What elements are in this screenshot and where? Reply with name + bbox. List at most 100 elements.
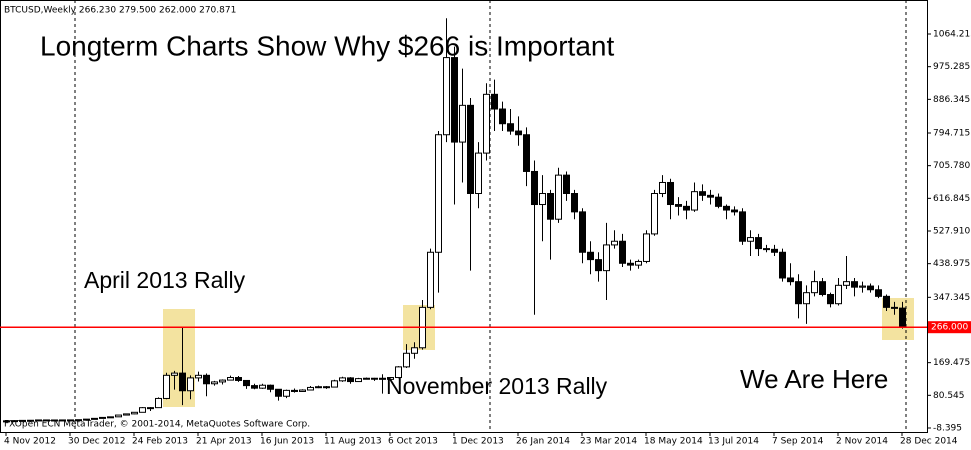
candle-body bbox=[651, 193, 658, 235]
candle-body bbox=[771, 248, 778, 253]
candle-body bbox=[171, 372, 178, 376]
candle-body bbox=[579, 211, 586, 253]
y-tick-label: 438.975 bbox=[933, 259, 970, 269]
candle-body bbox=[779, 251, 786, 279]
candle-body bbox=[267, 384, 274, 390]
candle-body bbox=[275, 388, 282, 397]
candle-body bbox=[99, 416, 106, 419]
candle-body bbox=[43, 419, 50, 422]
x-tick-label: 30 Dec 2012 bbox=[68, 437, 126, 447]
candle-body bbox=[547, 193, 554, 220]
x-tick-label: 24 Feb 2013 bbox=[132, 437, 188, 447]
candle-body bbox=[891, 306, 898, 309]
candle-body bbox=[531, 170, 538, 206]
candle-body bbox=[51, 419, 58, 422]
chart-title: Longterm Charts Show Why $266 is Importa… bbox=[40, 30, 614, 61]
y-tick-label: 347.345 bbox=[933, 293, 970, 303]
candle-body bbox=[27, 419, 34, 422]
candle-body bbox=[411, 347, 418, 354]
candle-body bbox=[283, 389, 290, 397]
candle-body bbox=[571, 193, 578, 213]
candle-body bbox=[707, 194, 714, 198]
candle-body bbox=[803, 292, 810, 305]
x-tick-label: 11 Aug 2013 bbox=[324, 437, 382, 447]
candle-body bbox=[883, 295, 890, 308]
candle-body bbox=[811, 281, 818, 294]
candle-body bbox=[123, 413, 130, 416]
candle-body bbox=[627, 262, 634, 266]
candle-body bbox=[291, 389, 298, 392]
candle-body bbox=[755, 237, 762, 250]
candle-body bbox=[331, 380, 338, 388]
candle-body bbox=[667, 181, 674, 206]
candle-body bbox=[227, 377, 234, 381]
x-tick-label: 2 Nov 2014 bbox=[836, 437, 888, 447]
candle-body bbox=[435, 134, 442, 253]
candle-body bbox=[107, 416, 114, 419]
candle-body bbox=[467, 104, 474, 195]
plot-frame bbox=[0, 0, 928, 433]
candle-body bbox=[451, 57, 458, 143]
x-tick-label: 1 Dec 2013 bbox=[452, 437, 504, 447]
footer: FXOpen ECN MetaTrader, © 2001-2014, Meta… bbox=[4, 420, 310, 430]
candle-body bbox=[603, 244, 610, 272]
candle-body bbox=[443, 57, 450, 136]
y-tick-label: 616.845 bbox=[933, 194, 970, 204]
x-tick-label: 18 May 2014 bbox=[644, 437, 703, 447]
candle-body bbox=[347, 377, 354, 383]
x-tick-label: 6 Oct 2013 bbox=[388, 437, 438, 447]
candle-body bbox=[203, 374, 210, 385]
x-tick-label: 23 Mar 2014 bbox=[580, 437, 637, 447]
x-tick-label: 7 Sep 2014 bbox=[772, 437, 824, 447]
candle-body bbox=[587, 251, 594, 261]
candle-body bbox=[619, 240, 626, 264]
candle-body bbox=[147, 407, 154, 410]
candle-body bbox=[491, 93, 498, 110]
candle-body bbox=[691, 191, 698, 211]
y-tick-label: 527.910 bbox=[933, 226, 970, 236]
candle-body bbox=[819, 281, 826, 296]
candle-body bbox=[163, 374, 170, 399]
candle-body bbox=[763, 248, 770, 251]
candle-body bbox=[235, 377, 242, 381]
candle-body bbox=[355, 378, 362, 383]
candle-body bbox=[643, 233, 650, 262]
candle-body bbox=[483, 93, 490, 154]
candle-body bbox=[595, 259, 602, 272]
annotation: November 2013 Rally bbox=[386, 373, 608, 399]
x-tick-label: 28 Dec 2014 bbox=[900, 437, 958, 447]
candle-body bbox=[155, 397, 162, 409]
candle-body bbox=[475, 152, 482, 195]
candle-body bbox=[515, 130, 522, 136]
y-tick-label: 705.780 bbox=[933, 161, 970, 171]
candle-body bbox=[323, 386, 330, 389]
candle-body bbox=[675, 204, 682, 207]
candle-body bbox=[403, 352, 410, 368]
candle-body bbox=[899, 307, 906, 328]
candle-body bbox=[3, 420, 10, 423]
candle-body bbox=[523, 134, 530, 172]
candle-body bbox=[843, 281, 850, 286]
candle-body bbox=[659, 181, 666, 195]
candle-body bbox=[851, 281, 858, 288]
x-tick-label: 16 Jun 2013 bbox=[260, 437, 314, 447]
x-tick-label: 13 Jul 2014 bbox=[708, 437, 759, 447]
y-tick-label: 169.475 bbox=[933, 358, 970, 368]
candle-body bbox=[339, 377, 346, 382]
y-tick-label: 1064.215 bbox=[933, 30, 971, 40]
y-tick-label: 794.715 bbox=[933, 129, 970, 139]
price-label-bg bbox=[928, 321, 971, 334]
candle-body bbox=[731, 209, 738, 213]
candle-body bbox=[563, 174, 570, 195]
candle-body bbox=[115, 414, 122, 418]
annotation: We Are Here bbox=[740, 364, 888, 394]
candle-body bbox=[387, 377, 394, 380]
candle-body bbox=[379, 377, 386, 380]
candle-body bbox=[371, 377, 378, 380]
candle-body bbox=[827, 294, 834, 305]
candle-body bbox=[11, 420, 18, 423]
candle-body bbox=[427, 251, 434, 308]
candle-body bbox=[723, 205, 730, 211]
candle-body bbox=[83, 418, 90, 421]
